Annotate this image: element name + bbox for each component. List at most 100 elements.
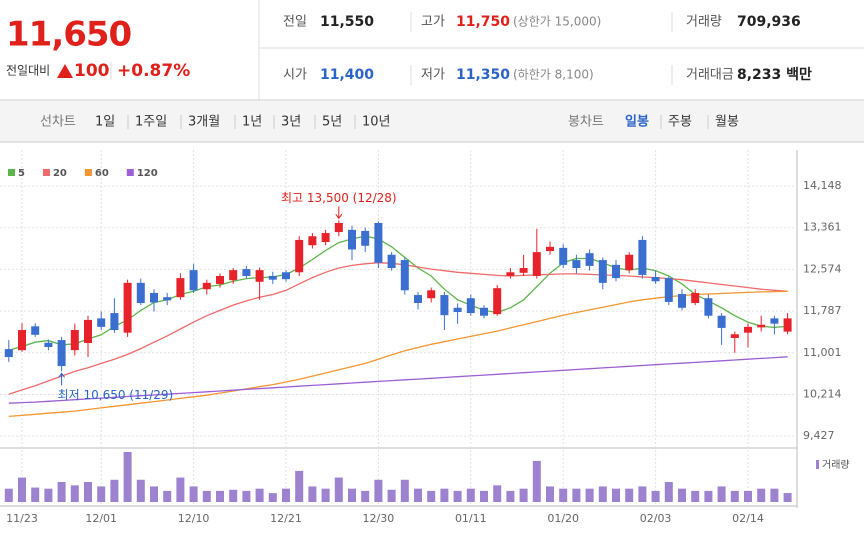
y-tick-label: 10,214 xyxy=(803,387,842,400)
volume-bar xyxy=(150,486,158,502)
volume-bar xyxy=(242,490,251,502)
ma-line xyxy=(8,356,788,404)
candle-body xyxy=(691,292,700,304)
candle-body xyxy=(612,264,620,279)
legend-swatch xyxy=(84,169,92,176)
period-button[interactable]: 1일 xyxy=(95,115,115,130)
candle-body xyxy=(374,222,383,263)
candle-body xyxy=(163,297,172,301)
candle-body xyxy=(97,318,106,327)
volume-bar xyxy=(136,479,145,502)
period-button[interactable]: 10년 xyxy=(362,115,391,130)
volume-bar xyxy=(348,488,356,502)
volume-bar xyxy=(506,490,515,502)
line-chart-label: 선차트 xyxy=(40,115,76,130)
candle-body xyxy=(176,278,185,298)
x-tick-label: 12/01 xyxy=(85,512,117,525)
volume-bar xyxy=(18,477,26,502)
candle-body xyxy=(334,222,343,232)
high: 11,750 xyxy=(456,14,510,30)
volume: 709,936 xyxy=(737,14,801,30)
candle-chart-label: 봉차트 xyxy=(568,115,604,130)
candle-body xyxy=(493,288,502,315)
volume-bar xyxy=(387,489,396,502)
period-button[interactable]: 3년 xyxy=(281,115,301,130)
volume-bar xyxy=(268,493,277,502)
volume-bar xyxy=(559,488,568,502)
volume-bar xyxy=(255,488,264,502)
candle-body xyxy=(255,270,264,282)
volume-bar xyxy=(480,490,488,502)
candle-body xyxy=(110,313,119,331)
legend-swatch xyxy=(8,169,15,176)
prev-label: 전일 xyxy=(283,15,307,30)
candle-period-button[interactable]: 주봉 xyxy=(668,115,692,130)
volume-bar xyxy=(229,489,238,502)
volume-bar xyxy=(57,482,66,502)
x-tick-label: 11/23 xyxy=(6,512,38,525)
volume-bar xyxy=(757,488,766,502)
x-tick-label: 02/03 xyxy=(640,512,672,525)
volume-bar xyxy=(110,479,119,502)
volume-bar xyxy=(493,485,502,502)
amount: 8,233 백만 xyxy=(737,67,812,83)
volume-bar xyxy=(612,488,620,502)
candle-body xyxy=(70,330,79,351)
y-tick-label: 9,427 xyxy=(803,429,835,442)
volume-bar xyxy=(546,486,554,502)
header-bg xyxy=(0,0,864,100)
candle-body xyxy=(150,292,158,303)
x-tick-label: 01/20 xyxy=(547,512,579,525)
candle-body xyxy=(717,315,726,328)
period-button[interactable]: 1년 xyxy=(242,115,262,130)
volume-bar xyxy=(97,486,106,502)
candle-body xyxy=(295,239,304,273)
up-triangle xyxy=(57,64,73,78)
volume-bar xyxy=(44,488,53,502)
volume-bar xyxy=(282,488,290,502)
volume-bar xyxy=(334,477,343,502)
candle-body xyxy=(18,330,26,351)
volume-bar xyxy=(717,486,726,502)
price: 11,650 xyxy=(6,15,132,55)
volume-bar xyxy=(400,479,409,502)
candle-period-button[interactable]: 월봉 xyxy=(715,115,739,130)
candle-body xyxy=(519,268,528,273)
candle-body xyxy=(770,318,779,324)
y-tick-label: 12,574 xyxy=(803,262,842,275)
high-label: 고가 xyxy=(421,15,445,30)
period-button[interactable]: 3개월 xyxy=(188,115,220,130)
candle-body xyxy=(216,275,224,284)
toolbar: 선차트 1일 1주일 3개월 1년 3년 5년 10년 봉차트 일봉 주봉 월봉 xyxy=(40,115,739,130)
volume-bar xyxy=(691,490,700,502)
high-arrow xyxy=(335,206,343,220)
candle-body xyxy=(189,270,198,291)
legend-label: 60 xyxy=(95,168,109,179)
volume-bar xyxy=(572,488,581,502)
volume-label: 거래량 xyxy=(686,15,722,30)
candle-body xyxy=(651,277,660,282)
ma-line xyxy=(8,290,788,418)
candle-body xyxy=(57,340,66,367)
y-tick-label: 14,148 xyxy=(803,179,842,192)
candle-body xyxy=(400,260,409,291)
open: 11,400 xyxy=(320,67,374,83)
volume-bar xyxy=(202,490,211,502)
legend-label: 5 xyxy=(18,168,25,179)
low-label: 저가 xyxy=(421,68,445,83)
candle-period-button[interactable]: 일봉 xyxy=(625,115,649,130)
candle-body xyxy=(44,342,53,347)
period-button[interactable]: 1주일 xyxy=(135,115,167,130)
lower-limit: (하한가 8,100) xyxy=(513,68,594,82)
candle-body xyxy=(783,318,792,332)
legend-label: 20 xyxy=(53,168,67,179)
candle-body xyxy=(638,239,647,275)
ma-line xyxy=(8,235,788,351)
x-tick-label: 02/14 xyxy=(732,512,764,525)
y-tick-label: 11,787 xyxy=(803,304,842,317)
candle-body xyxy=(229,270,238,281)
period-button[interactable]: 5년 xyxy=(322,115,342,130)
candle-body xyxy=(532,252,541,276)
y-tick-label: 11,001 xyxy=(803,346,842,359)
